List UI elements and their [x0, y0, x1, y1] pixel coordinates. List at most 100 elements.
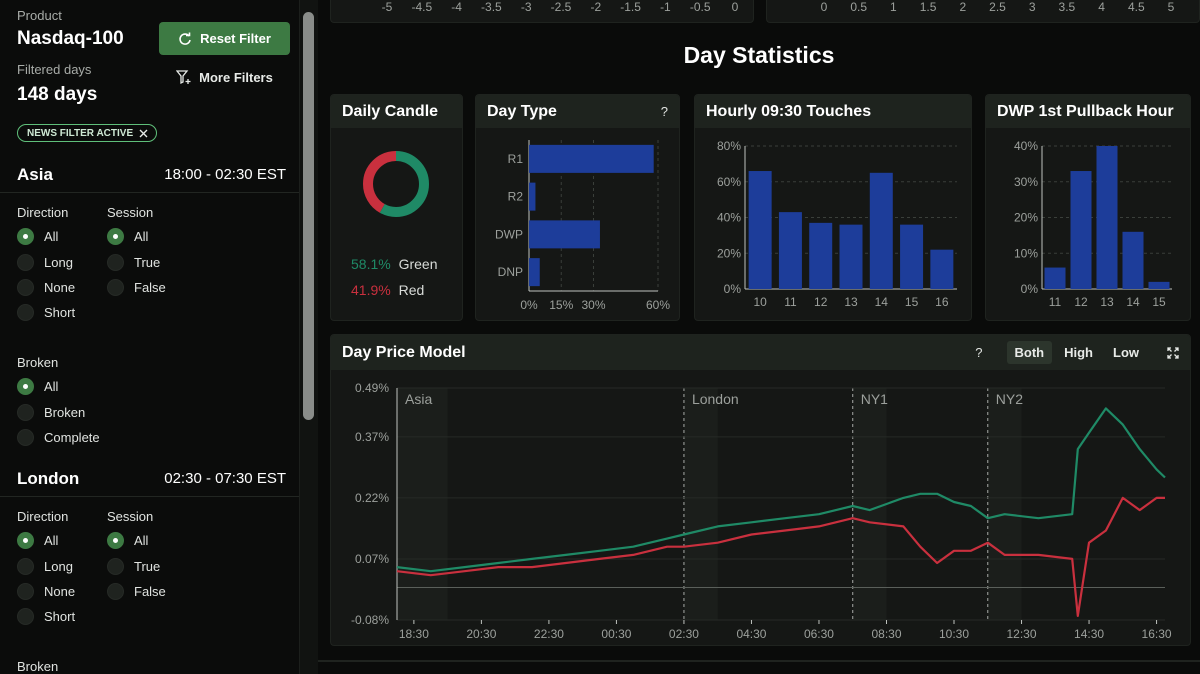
close-icon[interactable]	[139, 129, 148, 138]
x-tick-label: 14:30	[1074, 627, 1104, 641]
y-tick-label: DWP	[495, 227, 523, 241]
more-filters-button[interactable]: More Filters	[159, 64, 290, 90]
london-direction-long[interactable]: Long	[17, 558, 73, 575]
x-tick-label: 12	[1074, 295, 1088, 309]
panel-title: Day Price Model	[342, 343, 466, 361]
y-tick-label: 0%	[1021, 282, 1039, 296]
asia-session-true[interactable]: True	[107, 254, 160, 271]
filtered-days-label: Filtered days	[17, 62, 92, 77]
london-direction-all[interactable]: All	[17, 532, 58, 549]
top-left-tick: -5	[382, 0, 393, 14]
top-left-tick: 0	[732, 0, 739, 14]
product-value: Nasdaq-100	[17, 28, 124, 49]
radio-label: Long	[44, 559, 73, 574]
toggle-high[interactable]: High	[1064, 345, 1093, 360]
radio-dot	[17, 378, 34, 395]
bar-12	[809, 222, 833, 289]
y-tick-label: 0.22%	[355, 491, 389, 505]
radio-dot	[17, 532, 34, 549]
bar-11	[778, 212, 802, 289]
radio-label: Short	[44, 305, 76, 320]
reset-filter-button[interactable]: Reset Filter	[159, 22, 290, 55]
panel-header: Hourly 09:30 Touches	[695, 95, 971, 128]
asia-direction-none[interactable]: None	[17, 279, 75, 296]
asia-direction-short[interactable]: Short	[17, 304, 75, 321]
top-right-tick: 4.5	[1128, 0, 1145, 14]
radio-label: None	[44, 584, 76, 599]
main-content: -5 -4.5 -4 -3.5 -3 -2.5 -2 -1.5 -1 -0.5 0 0 0.5 1 1.5…	[318, 0, 1200, 674]
x-tick-label: 14	[875, 295, 889, 309]
radio-label: False	[134, 584, 166, 599]
session-label: Session	[107, 205, 154, 220]
london-direction-short[interactable]: Short	[17, 608, 75, 625]
london-session-true[interactable]: True	[107, 558, 160, 575]
green-pct: 58.1%	[351, 256, 391, 272]
dwp-pullback-panel: DWP 1st Pullback Hour 0% 10% 20% 30% 40% 11 12…	[985, 94, 1191, 321]
y-tick-label: -0.08%	[351, 613, 389, 627]
asia-broken-broken[interactable]: Broken	[17, 404, 85, 421]
session-shade	[987, 388, 1022, 620]
toggle-low[interactable]: Low	[1113, 345, 1139, 360]
radio-label: All	[134, 229, 149, 244]
radio-dot	[17, 404, 34, 421]
bar-14	[1122, 231, 1144, 289]
radio-label: Complete	[44, 430, 100, 445]
x-tick-label: 15	[1152, 295, 1166, 309]
london-session-false[interactable]: False	[107, 583, 166, 600]
sidebar-scrollbar-thumb[interactable]	[303, 12, 314, 420]
radio-dot	[107, 532, 124, 549]
price-model-chart: Asia London NY1 NY2 0.49% 0.37% 0.22% 0.07% -0.0…	[351, 381, 1172, 641]
panel-header: DWP 1st Pullback Hour	[986, 95, 1190, 128]
london-session-all[interactable]: All	[107, 532, 148, 549]
expand-icon[interactable]	[1167, 346, 1179, 359]
session-shade-asia	[397, 388, 448, 620]
radio-label: False	[134, 280, 166, 295]
divider	[318, 660, 1200, 662]
x-tick-label: 10	[753, 295, 767, 309]
asia-broken-complete[interactable]: Complete	[17, 429, 100, 446]
filter-plus-icon	[176, 69, 191, 84]
panel-title: Day Type	[487, 102, 557, 120]
bar-dwp	[529, 220, 600, 249]
radio-dot	[107, 254, 124, 271]
bar-15	[900, 224, 924, 289]
top-left-tick: -1.5	[620, 0, 641, 14]
section-title: Day Statistics	[683, 42, 835, 68]
top-right-tick: 1.5	[920, 0, 937, 14]
x-tick-label: 00:30	[601, 627, 631, 641]
x-tick-label: 30%	[581, 298, 605, 312]
x-tick-label: 16	[935, 295, 949, 309]
top-left-tick: -3.5	[481, 0, 502, 14]
asia-broken-all[interactable]: All	[17, 378, 58, 395]
radio-dot	[17, 304, 34, 321]
asia-session-false[interactable]: False	[107, 279, 166, 296]
asia-direction-all[interactable]: All	[17, 228, 58, 245]
x-tick-label: 22:30	[534, 627, 564, 641]
london-direction-none[interactable]: None	[17, 583, 75, 600]
session-label-ny1: NY1	[861, 391, 888, 407]
broken-label: Broken	[17, 355, 59, 370]
top-right-tick: 3	[1029, 0, 1036, 14]
x-tick-label: 60%	[646, 298, 670, 312]
bar-13	[839, 224, 863, 289]
y-tick-label: 0%	[724, 282, 742, 296]
panel-title: Hourly 09:30 Touches	[706, 102, 872, 120]
radio-label: True	[134, 559, 161, 574]
help-icon[interactable]: ?	[660, 104, 668, 119]
top-left-tick: -1	[660, 0, 671, 14]
asia-session-all[interactable]: All	[107, 228, 148, 245]
session-shade	[683, 388, 718, 620]
top-left-tick: -0.5	[690, 0, 711, 14]
asia-direction-long[interactable]: Long	[17, 254, 73, 271]
help-icon[interactable]: ?	[975, 345, 983, 360]
panel-title: DWP 1st Pullback Hour	[997, 102, 1174, 120]
radio-dot	[17, 558, 34, 575]
x-tick-label: 0%	[520, 298, 538, 312]
bar-16	[930, 249, 954, 289]
green-stat: 58.1% Green	[351, 256, 438, 272]
toggle-both[interactable]: Both	[1006, 341, 1053, 364]
x-tick-label: 04:30	[736, 627, 766, 641]
session-name: London	[17, 468, 80, 488]
y-tick-label: 10%	[1014, 246, 1038, 260]
x-tick-label: 13	[1100, 295, 1114, 309]
